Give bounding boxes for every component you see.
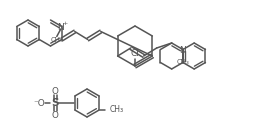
- Text: CH₃: CH₃: [50, 36, 63, 42]
- Text: CH₃: CH₃: [110, 105, 124, 114]
- Text: +: +: [63, 21, 68, 26]
- Text: Cl: Cl: [131, 49, 140, 59]
- Text: S: S: [51, 98, 59, 108]
- Text: O: O: [51, 87, 59, 96]
- Text: N: N: [57, 23, 64, 32]
- Text: N: N: [180, 46, 186, 55]
- Text: ⁻O: ⁻O: [33, 98, 45, 107]
- Text: O: O: [51, 111, 59, 120]
- Text: CH₃: CH₃: [177, 59, 189, 66]
